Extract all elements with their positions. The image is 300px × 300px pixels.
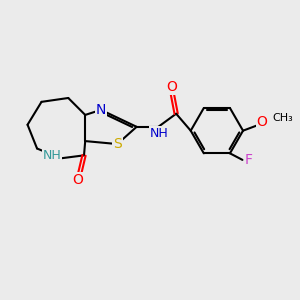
Text: S: S [113,137,122,151]
Text: CH₃: CH₃ [273,112,293,123]
Text: F: F [245,153,253,167]
Text: NH: NH [43,149,61,162]
Text: NH: NH [149,127,168,140]
Text: O: O [73,173,83,187]
Text: N: N [96,103,106,117]
Text: O: O [256,116,268,129]
Text: O: O [166,80,177,94]
